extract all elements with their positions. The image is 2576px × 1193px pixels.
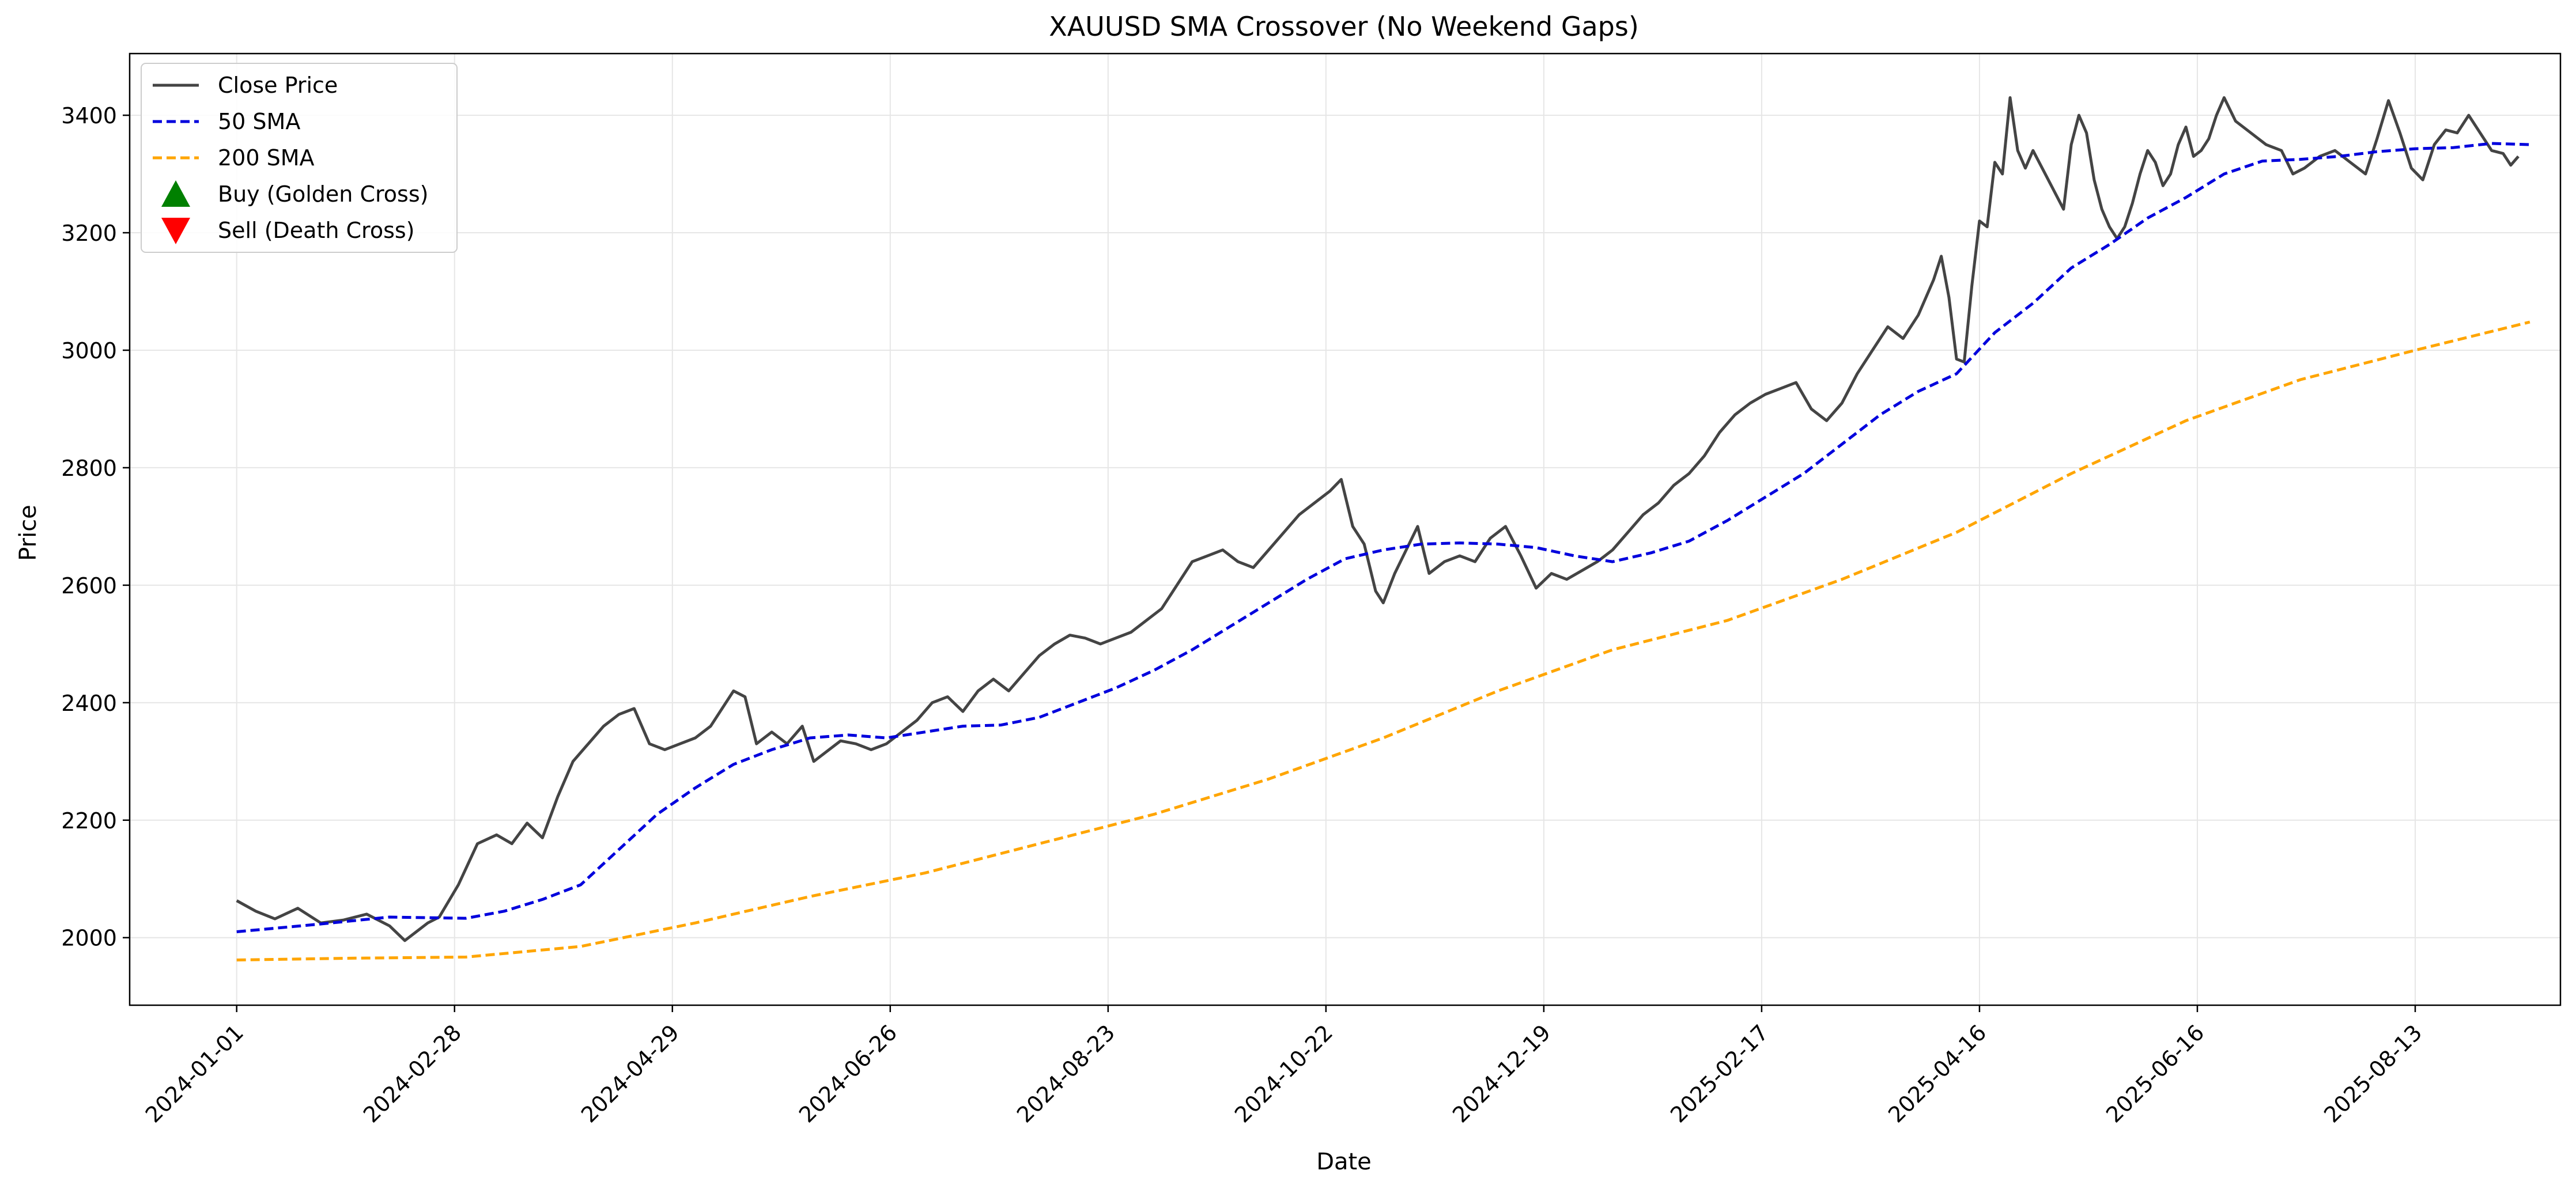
y-tick-label: 2400 [61, 691, 117, 716]
y-tick-label: 2600 [61, 573, 117, 599]
legend-entry-buy-golden-cross: Buy (Golden Cross) [161, 180, 428, 207]
legend-entry-200-sma: 200 SMA [153, 145, 315, 171]
legend-label: 200 SMA [218, 145, 315, 171]
plot-frame [129, 52, 2562, 1006]
y-tick-label: 3400 [61, 103, 117, 128]
chart-title: XAUUSD SMA Crossover (No Weekend Gaps) [1049, 11, 1639, 42]
legend-label: Buy (Golden Cross) [218, 181, 428, 207]
series-lines [236, 96, 2530, 961]
series-line-close-price [236, 96, 2520, 942]
legend-entry-sell-death-cross: Sell (Death Cross) [161, 218, 415, 244]
y-tick-label: 3000 [61, 338, 117, 363]
y-tick-label: 3200 [61, 221, 117, 246]
y-tick-label: 2000 [61, 926, 117, 951]
series-line-50-sma [236, 142, 2530, 933]
y-axis-label: Price [15, 505, 41, 561]
legend: Close Price 50 SMA 200 SMA Buy (Golden Cros… [141, 63, 458, 253]
legend-label: 50 SMA [218, 109, 300, 134]
legend-box [141, 63, 458, 253]
legend-entry-close-price: Close Price [153, 73, 338, 98]
sell-marker-icon [161, 218, 190, 244]
y-tick-label: 2800 [61, 456, 117, 481]
legend-label: Sell (Death Cross) [218, 218, 415, 243]
legend-label: Close Price [218, 73, 338, 98]
buy-marker-icon [161, 180, 190, 207]
legend-entry-50-sma: 50 SMA [153, 109, 300, 134]
series-line-200-sma [236, 320, 2530, 961]
y-tick-label: 2200 [61, 808, 117, 834]
x-axis-label: Date [1316, 1149, 1372, 1175]
